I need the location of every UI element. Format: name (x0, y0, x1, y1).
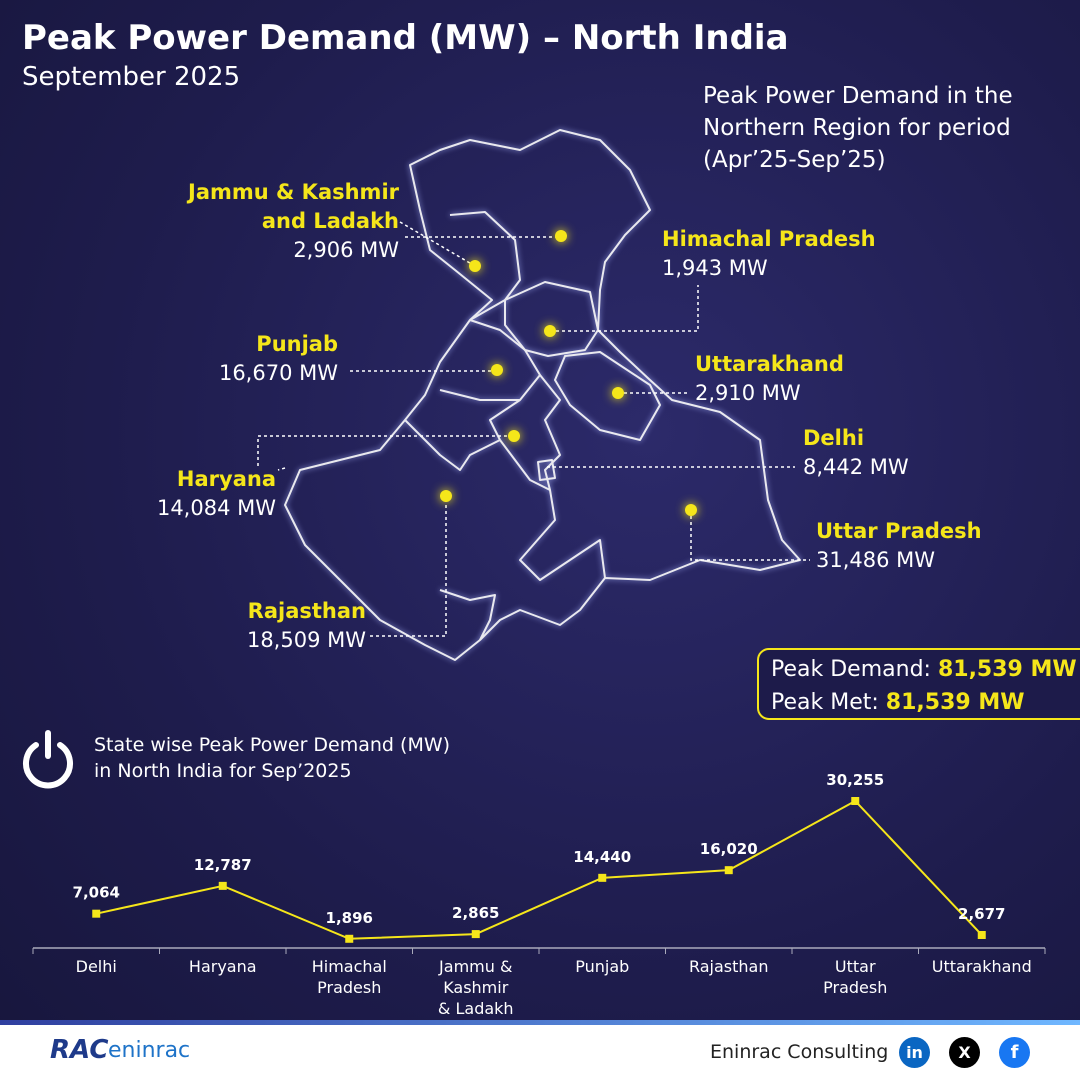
state-name: Himachal Pradesh (662, 227, 876, 251)
data-label: 30,255 (826, 771, 884, 789)
state-name: Uttarakhand (695, 352, 844, 376)
data-label: 16,020 (700, 840, 758, 858)
summary-value: 81,539 MW (937, 657, 1077, 682)
summary-label: Peak Met: (771, 690, 879, 715)
facebook-icon[interactable]: f (999, 1037, 1030, 1068)
x-tick-label: Delhi (75, 957, 117, 976)
x-tick-label: Himachal Pradesh (311, 957, 387, 997)
state-value: 8,442 MW (803, 455, 909, 479)
state-name: Uttar Pradesh (816, 519, 982, 543)
map-caption: Peak Power Demand in the Northern Region… (703, 80, 1013, 176)
data-point (218, 881, 227, 890)
caption-line: Peak Power Demand in the (703, 83, 1013, 109)
line-chart: 7,064 12,787 1,896 2,865 14,440 16,020 30,255 2… (32, 771, 1046, 954)
caption-line: Northern Region for period (703, 115, 1011, 141)
footer: RAC eninrac Eninrac Consulting in X f (0, 1025, 1080, 1080)
state-value: 16,670 MW (218, 361, 338, 385)
data-point (977, 930, 986, 939)
state-label: Himachal Pradesh 1,943 MW (662, 225, 876, 283)
caption-line: (Apr’25-Sep’25) (703, 147, 886, 173)
title: Peak Power Demand (MW) – North India (22, 18, 789, 58)
x-tick-label: Haryana (188, 957, 257, 976)
state-value: 2,910 MW (695, 381, 801, 405)
data-point (598, 873, 607, 882)
state-label: Delhi 8,442 MW (803, 424, 909, 482)
data-label: 7,064 (73, 884, 120, 902)
summary-label: Peak Demand: (771, 657, 931, 682)
state-name: Rajasthan (247, 599, 366, 623)
chart-title-line: in North India for Sep’2025 (94, 760, 352, 782)
subtitle: September 2025 (22, 62, 241, 92)
state-name: Haryana (176, 467, 276, 491)
x-tick-label: Rajasthan (688, 957, 769, 976)
summary-box: Peak Demand: 81,539 MW Peak Met: 81,539 … (757, 648, 1080, 720)
state-value: 1,943 MW (662, 256, 768, 280)
data-label: 14,440 (573, 848, 631, 866)
state-name: Jammu & Kashmir (188, 180, 399, 204)
summary-value: 81,539 MW (885, 690, 1025, 715)
linkedin-icon[interactable]: in (899, 1037, 930, 1068)
company: Eninrac Consulting (710, 1041, 889, 1063)
state-label: Uttarakhand 2,910 MW (695, 350, 844, 408)
footer-bar (0, 1020, 1080, 1025)
chart-title: State wise Peak Power Demand (MW) in Nor… (94, 732, 450, 784)
state-label: Haryana 14,084 MW (157, 465, 276, 523)
x-tick-label: Punjab (575, 957, 630, 976)
state-name: Delhi (803, 426, 865, 450)
chart-title-line: State wise Peak Power Demand (MW) (94, 734, 451, 756)
state-name: Punjab (256, 332, 338, 356)
data-point (92, 909, 101, 918)
state-label: Rajasthan 18,509 MW (247, 597, 366, 655)
logo-mark: RAC (50, 1035, 109, 1065)
data-label: 2,677 (958, 905, 1005, 923)
x-tick-label: Uttarakhand (931, 957, 1032, 976)
data-point (471, 930, 480, 939)
data-point (851, 797, 860, 805)
state-value: 31,486 MW (816, 548, 936, 572)
data-point (345, 934, 354, 943)
x-icon[interactable]: X (949, 1037, 980, 1068)
series-line (96, 799, 983, 940)
state-value: 2,906 MW (293, 238, 399, 262)
data-label: 1,896 (326, 909, 373, 927)
state-value: 18,509 MW (246, 628, 366, 652)
state-name: and Ladakh (261, 209, 399, 233)
logo-text: eninrac (108, 1038, 191, 1063)
x-tick-label: Jammu & Kashmir & Ladakh (437, 957, 514, 1018)
data-label: 2,865 (452, 904, 499, 922)
data-point (724, 866, 733, 875)
state-label: Punjab 16,670 MW (219, 330, 338, 388)
data-label: 12,787 (194, 856, 252, 874)
state-label: Uttar Pradesh 31,486 MW (816, 517, 982, 575)
state-value: 14,084 MW (156, 496, 276, 520)
x-tick-label: Uttar Pradesh (823, 957, 888, 997)
state-label: Jammu & Kashmir and Ladakh 2,906 MW (188, 178, 399, 265)
